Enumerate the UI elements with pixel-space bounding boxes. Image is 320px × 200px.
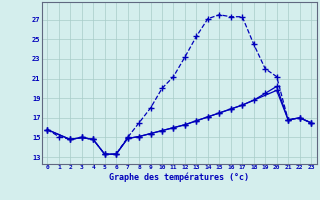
X-axis label: Graphe des températures (°c): Graphe des températures (°c) bbox=[109, 173, 249, 182]
